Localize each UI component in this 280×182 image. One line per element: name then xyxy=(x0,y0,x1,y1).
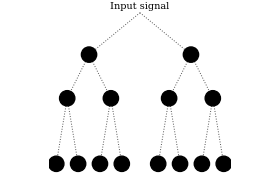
Circle shape xyxy=(216,156,231,171)
Circle shape xyxy=(183,47,199,62)
Circle shape xyxy=(114,156,129,171)
Circle shape xyxy=(162,91,177,106)
Circle shape xyxy=(92,156,108,171)
Circle shape xyxy=(194,156,209,171)
Circle shape xyxy=(81,47,97,62)
Circle shape xyxy=(49,156,64,171)
Circle shape xyxy=(205,91,220,106)
Circle shape xyxy=(103,91,118,106)
Circle shape xyxy=(71,156,86,171)
Circle shape xyxy=(172,156,188,171)
Text: Input signal: Input signal xyxy=(110,2,170,11)
Circle shape xyxy=(151,156,166,171)
Circle shape xyxy=(60,91,75,106)
